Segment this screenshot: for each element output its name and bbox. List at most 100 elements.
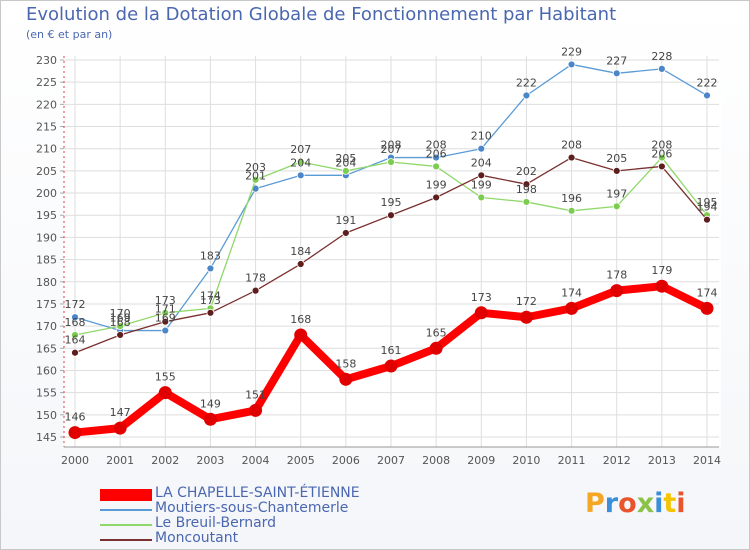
data-label: 204 bbox=[335, 156, 356, 169]
data-label: 165 bbox=[426, 326, 447, 339]
data-point bbox=[341, 166, 350, 175]
data-point bbox=[206, 308, 215, 317]
legend-swatch bbox=[100, 489, 152, 501]
data-label: 195 bbox=[697, 196, 718, 209]
data-point bbox=[341, 229, 350, 237]
y-tick-label: 145 bbox=[36, 431, 57, 444]
data-label: 204 bbox=[471, 156, 492, 169]
y-tick-label: 190 bbox=[36, 231, 57, 244]
data-label: 205 bbox=[335, 152, 356, 165]
plot-area bbox=[64, 56, 721, 447]
x-tick-label: 2014 bbox=[693, 454, 721, 467]
x-tick-label: 2001 bbox=[106, 454, 134, 467]
data-label: 222 bbox=[697, 76, 718, 89]
data-point bbox=[251, 175, 260, 184]
x-tick-label: 2009 bbox=[467, 454, 495, 467]
brand-letter: x bbox=[636, 488, 655, 519]
data-label: 168 bbox=[65, 316, 86, 329]
data-point bbox=[203, 412, 217, 426]
data-point bbox=[522, 91, 531, 100]
data-label: 194 bbox=[697, 201, 718, 214]
x-tick-label: 2003 bbox=[196, 454, 224, 467]
x-tick-label: 2006 bbox=[332, 454, 360, 467]
y-tick-label: 170 bbox=[36, 320, 57, 333]
y-tick-label: 150 bbox=[36, 409, 57, 422]
data-label: 208 bbox=[651, 139, 672, 152]
brand-letter: r bbox=[604, 488, 619, 519]
y-tick-label: 175 bbox=[36, 298, 57, 311]
brand-letter: o bbox=[618, 488, 637, 519]
data-point bbox=[612, 202, 621, 211]
data-label: 206 bbox=[426, 147, 447, 160]
data-point bbox=[161, 317, 170, 326]
data-point bbox=[116, 322, 125, 331]
data-point bbox=[567, 206, 576, 215]
data-point bbox=[612, 69, 621, 78]
data-point bbox=[703, 215, 711, 224]
data-point bbox=[387, 158, 395, 166]
data-label: 196 bbox=[561, 192, 582, 205]
data-label: 173 bbox=[155, 294, 176, 307]
x-tick-label: 2012 bbox=[603, 454, 631, 467]
data-label: 210 bbox=[471, 130, 492, 143]
data-label: 207 bbox=[290, 143, 311, 156]
data-label: 170 bbox=[110, 307, 131, 320]
data-label: 172 bbox=[516, 295, 537, 308]
data-point bbox=[296, 158, 305, 166]
brand-letter: i bbox=[654, 488, 664, 519]
data-point bbox=[519, 310, 533, 324]
data-point bbox=[251, 286, 260, 295]
data-label: 178 bbox=[606, 269, 627, 282]
data-label: 146 bbox=[65, 411, 86, 424]
data-label: 207 bbox=[381, 143, 402, 156]
y-tick-label: 230 bbox=[36, 54, 57, 67]
chart-title: Evolution de la Dotation Globale de Fonc… bbox=[26, 4, 617, 25]
data-point bbox=[206, 264, 215, 273]
data-point bbox=[384, 359, 398, 373]
series-group bbox=[68, 60, 714, 440]
data-label: 161 bbox=[381, 344, 402, 357]
data-point bbox=[71, 348, 79, 357]
legend-label: Moutiers-sous-Chantemerle bbox=[155, 500, 349, 516]
data-point bbox=[655, 279, 669, 293]
x-tick-label: 2002 bbox=[151, 454, 179, 467]
y-tick-label: 220 bbox=[36, 98, 57, 111]
data-label: 199 bbox=[471, 178, 492, 191]
data-point bbox=[116, 331, 125, 339]
data-label: 204 bbox=[290, 156, 311, 169]
brand-letter: P bbox=[585, 488, 605, 519]
legend-label: Le Breuil-Bernard bbox=[155, 515, 277, 531]
data-point bbox=[296, 260, 305, 268]
plot-background bbox=[64, 56, 721, 447]
data-label: 201 bbox=[245, 170, 266, 183]
data-label: 174 bbox=[697, 286, 718, 299]
data-point bbox=[249, 403, 263, 417]
data-label: 208 bbox=[381, 139, 402, 152]
data-point bbox=[477, 193, 486, 202]
data-label: 197 bbox=[606, 187, 627, 200]
data-point bbox=[71, 331, 79, 339]
y-tick-label: 185 bbox=[36, 254, 57, 267]
data-label: 171 bbox=[155, 303, 176, 316]
x-tick-label: 2007 bbox=[377, 454, 405, 467]
data-label: 202 bbox=[516, 165, 537, 178]
data-point bbox=[387, 211, 395, 220]
data-point bbox=[612, 166, 621, 175]
data-label: 183 bbox=[200, 249, 221, 262]
y-tick-label: 160 bbox=[36, 364, 57, 377]
data-label: 172 bbox=[65, 298, 86, 311]
data-label: 222 bbox=[516, 76, 537, 89]
y-tick-label: 180 bbox=[36, 276, 57, 289]
data-point bbox=[71, 313, 79, 322]
x-tick-label: 2008 bbox=[422, 454, 450, 467]
legend-swatch bbox=[100, 509, 152, 511]
y-tick-label: 225 bbox=[36, 76, 57, 89]
x-tick-label: 2011 bbox=[558, 454, 586, 467]
data-label: 147 bbox=[110, 406, 131, 419]
x-tick-label: 2005 bbox=[287, 454, 315, 467]
y-tick-label: 210 bbox=[36, 143, 57, 156]
data-label: 151 bbox=[245, 388, 266, 401]
legend-label: LA CHAPELLE-SAINT-ÉTIENNE bbox=[155, 485, 360, 501]
data-point bbox=[657, 153, 666, 162]
